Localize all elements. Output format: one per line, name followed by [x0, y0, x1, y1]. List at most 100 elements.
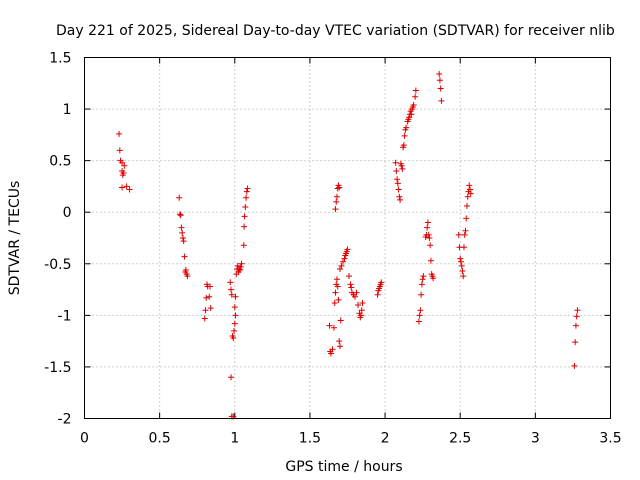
x-tick-label: 3 — [531, 431, 540, 447]
data-point — [179, 229, 186, 236]
data-point — [412, 87, 419, 94]
data-point — [228, 291, 235, 298]
data-point — [460, 244, 467, 251]
data-point — [427, 242, 434, 249]
x-axis-label: GPS time / hours — [285, 459, 402, 475]
data-point — [179, 235, 186, 241]
data-point — [332, 289, 339, 296]
data-point — [427, 257, 434, 264]
data-point — [243, 194, 250, 201]
data-point — [338, 262, 345, 269]
data-point — [406, 114, 413, 121]
x-tick-labels: 0 0.5 1 1.5 2 2.5 3 3.5 — [80, 431, 622, 447]
data-point — [330, 324, 337, 331]
y-tick-labels: -2 -1.5 -1 -0.5 0 0.5 1 1.5 — [44, 51, 71, 428]
x-tick-label: 0.5 — [149, 431, 171, 447]
chart-title: Day 221 of 2025, Sidereal Day-to-day VTE… — [56, 23, 615, 39]
data-point — [359, 299, 366, 306]
y-tick-label: -2 — [58, 412, 72, 428]
data-point — [396, 193, 403, 200]
data-point — [237, 266, 244, 273]
data-point — [243, 188, 250, 195]
data-point — [228, 286, 235, 293]
data-point — [418, 281, 425, 288]
data-point — [207, 305, 214, 312]
data-point — [395, 186, 402, 193]
data-point — [412, 93, 419, 100]
y-tick-label: 0.5 — [49, 154, 71, 170]
data-point — [181, 253, 188, 260]
x-tick-label: 2 — [381, 431, 390, 447]
data-point — [424, 219, 431, 226]
data-point — [355, 302, 362, 309]
data-point — [333, 198, 340, 205]
data-point — [206, 283, 213, 290]
data-point — [401, 132, 408, 139]
data-point — [332, 206, 339, 213]
data-point — [426, 235, 433, 241]
data-point — [232, 293, 239, 300]
data-point — [327, 350, 334, 357]
x-tick-label: 1 — [230, 431, 239, 447]
data-point — [182, 266, 189, 273]
data-point — [184, 273, 191, 280]
data-point — [415, 318, 422, 325]
data-point — [203, 294, 210, 301]
data-point — [378, 279, 385, 286]
data-point — [348, 284, 355, 291]
data-point — [344, 246, 351, 253]
data-point — [201, 315, 208, 322]
data-point — [424, 224, 431, 231]
data-point — [231, 304, 238, 311]
data-point — [333, 193, 340, 200]
data-point — [397, 196, 404, 203]
data-point — [572, 339, 579, 346]
data-point — [237, 263, 244, 270]
x-tick-label: 2.5 — [449, 431, 471, 447]
data-point — [419, 276, 426, 283]
data-point — [119, 159, 126, 166]
data-point — [467, 190, 474, 197]
x-tick-label: 1.5 — [299, 431, 321, 447]
data-point — [120, 170, 127, 177]
data-point — [457, 255, 464, 262]
y-axis-label: SDTVAR / TECUs — [7, 181, 23, 296]
data-point — [464, 193, 471, 200]
data-point — [393, 167, 400, 174]
data-point — [336, 343, 343, 350]
data-point — [347, 281, 354, 288]
data-point — [571, 362, 578, 369]
data-point — [234, 262, 241, 269]
data-point — [241, 223, 248, 230]
data-point — [231, 327, 238, 334]
data-point — [358, 312, 365, 319]
y-tick-label: -1.5 — [44, 360, 71, 376]
data-point — [202, 307, 209, 314]
data-point — [230, 335, 237, 342]
data-point — [206, 293, 213, 300]
data-point — [227, 279, 234, 286]
data-point — [394, 176, 401, 183]
data-point — [241, 213, 248, 220]
data-point — [466, 182, 473, 189]
data-point — [333, 276, 340, 283]
data-point — [334, 283, 341, 290]
data-point — [408, 111, 415, 118]
data-point — [176, 194, 183, 201]
y-tick-label: 1.5 — [49, 51, 71, 67]
data-point — [430, 275, 437, 282]
data-point — [425, 231, 432, 238]
data-point — [353, 289, 360, 296]
data-point — [460, 273, 467, 280]
data-point — [418, 291, 425, 298]
data-point — [116, 130, 123, 137]
data-point — [463, 215, 470, 222]
data-point — [437, 85, 444, 92]
plot-frame — [84, 57, 611, 419]
data-point — [231, 320, 238, 327]
data-point — [572, 322, 579, 329]
data-point — [420, 273, 427, 280]
y-tick-label: -1 — [58, 308, 72, 324]
data-point — [463, 203, 470, 210]
